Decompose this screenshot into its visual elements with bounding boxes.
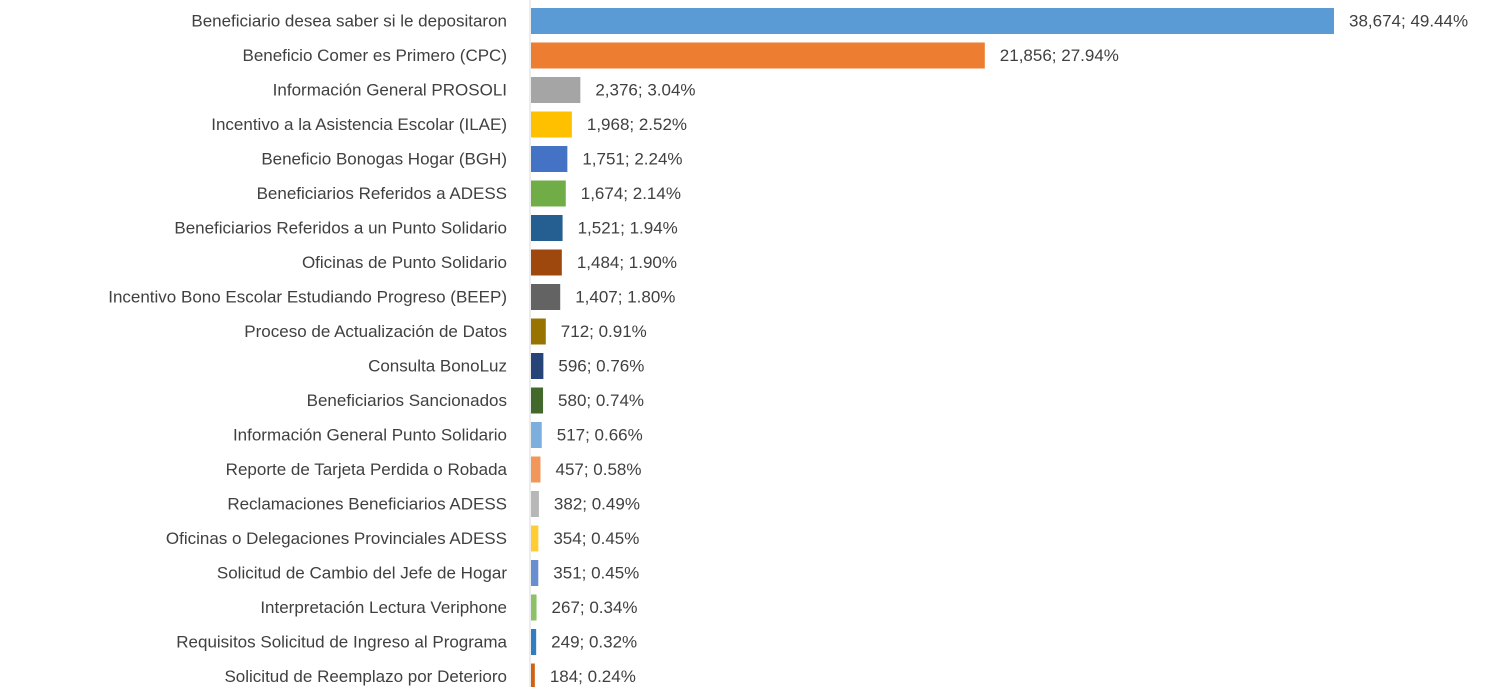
- category-label: Incentivo a la Asistencia Escolar (ILAE): [211, 115, 507, 134]
- data-label: 580; 0.74%: [558, 391, 644, 410]
- category-label: Reclamaciones Beneficiarios ADESS: [227, 494, 507, 513]
- data-label: 1,484; 1.90%: [577, 253, 677, 272]
- data-label: 1,751; 2.24%: [582, 149, 682, 168]
- bar: [531, 663, 535, 687]
- data-label: 184; 0.24%: [550, 667, 636, 686]
- category-label: Beneficiarios Referidos a ADESS: [257, 184, 507, 203]
- bar: [531, 249, 562, 276]
- data-label: 382; 0.49%: [554, 494, 640, 513]
- bar: [531, 422, 542, 448]
- bar: [531, 8, 1334, 34]
- data-label: 457; 0.58%: [555, 460, 641, 479]
- bar: [531, 594, 537, 621]
- category-label: Oficinas de Punto Solidario: [302, 253, 507, 272]
- bar: [531, 387, 544, 414]
- bar: [531, 77, 581, 103]
- data-label: 267; 0.34%: [552, 598, 638, 617]
- category-label: Incentivo Bono Escolar Estudiando Progre…: [108, 287, 507, 306]
- data-label: 1,407; 1.80%: [575, 287, 675, 306]
- category-label: Beneficiarios Referidos a un Punto Solid…: [174, 218, 507, 237]
- data-label: 38,674; 49.44%: [1349, 11, 1468, 30]
- category-label: Solicitud de Cambio del Jefe de Hogar: [217, 563, 507, 582]
- bar: [531, 353, 544, 379]
- bar: [531, 42, 985, 69]
- category-label: Consulta BonoLuz: [368, 356, 507, 375]
- bar: [531, 491, 539, 517]
- bar: [531, 560, 539, 586]
- category-label: Oficinas o Delegaciones Provinciales ADE…: [166, 529, 507, 548]
- data-label: 354; 0.45%: [553, 529, 639, 548]
- bar: [531, 180, 566, 207]
- category-label: Reporte de Tarjeta Perdida o Robada: [226, 460, 508, 479]
- bar: [531, 318, 546, 345]
- bar: [531, 456, 541, 483]
- data-label: 517; 0.66%: [557, 425, 643, 444]
- bar: [531, 146, 568, 172]
- bar: [531, 284, 561, 310]
- category-label: Solicitud de Reemplazo por Deterioro: [224, 667, 507, 686]
- data-label: 596; 0.76%: [558, 356, 644, 375]
- bar: [531, 215, 563, 241]
- category-label: Interpretación Lectura Veriphone: [260, 598, 507, 617]
- category-label: Beneficiario desea saber si le depositar…: [191, 11, 507, 30]
- category-label: Información General Punto Solidario: [233, 425, 507, 444]
- data-label: 1,674; 2.14%: [581, 184, 681, 203]
- data-label: 21,856; 27.94%: [1000, 46, 1119, 65]
- category-label: Beneficio Comer es Primero (CPC): [242, 46, 507, 65]
- bar: [531, 111, 572, 138]
- data-label: 1,521; 1.94%: [578, 218, 678, 237]
- category-label: Información General PROSOLI: [273, 80, 507, 99]
- data-label: 351; 0.45%: [553, 563, 639, 582]
- category-label: Proceso de Actualización de Datos: [244, 322, 507, 341]
- data-label: 249; 0.32%: [551, 632, 637, 651]
- data-label: 1,968; 2.52%: [587, 115, 687, 134]
- bar: [531, 629, 537, 655]
- category-label: Beneficio Bonogas Hogar (BGH): [261, 149, 507, 168]
- category-label: Requisitos Solicitud de Ingreso al Progr…: [176, 632, 507, 651]
- category-label: Beneficiarios Sancionados: [307, 391, 507, 410]
- data-label: 2,376; 3.04%: [595, 80, 695, 99]
- data-label: 712; 0.91%: [561, 322, 647, 341]
- bar: [531, 525, 539, 552]
